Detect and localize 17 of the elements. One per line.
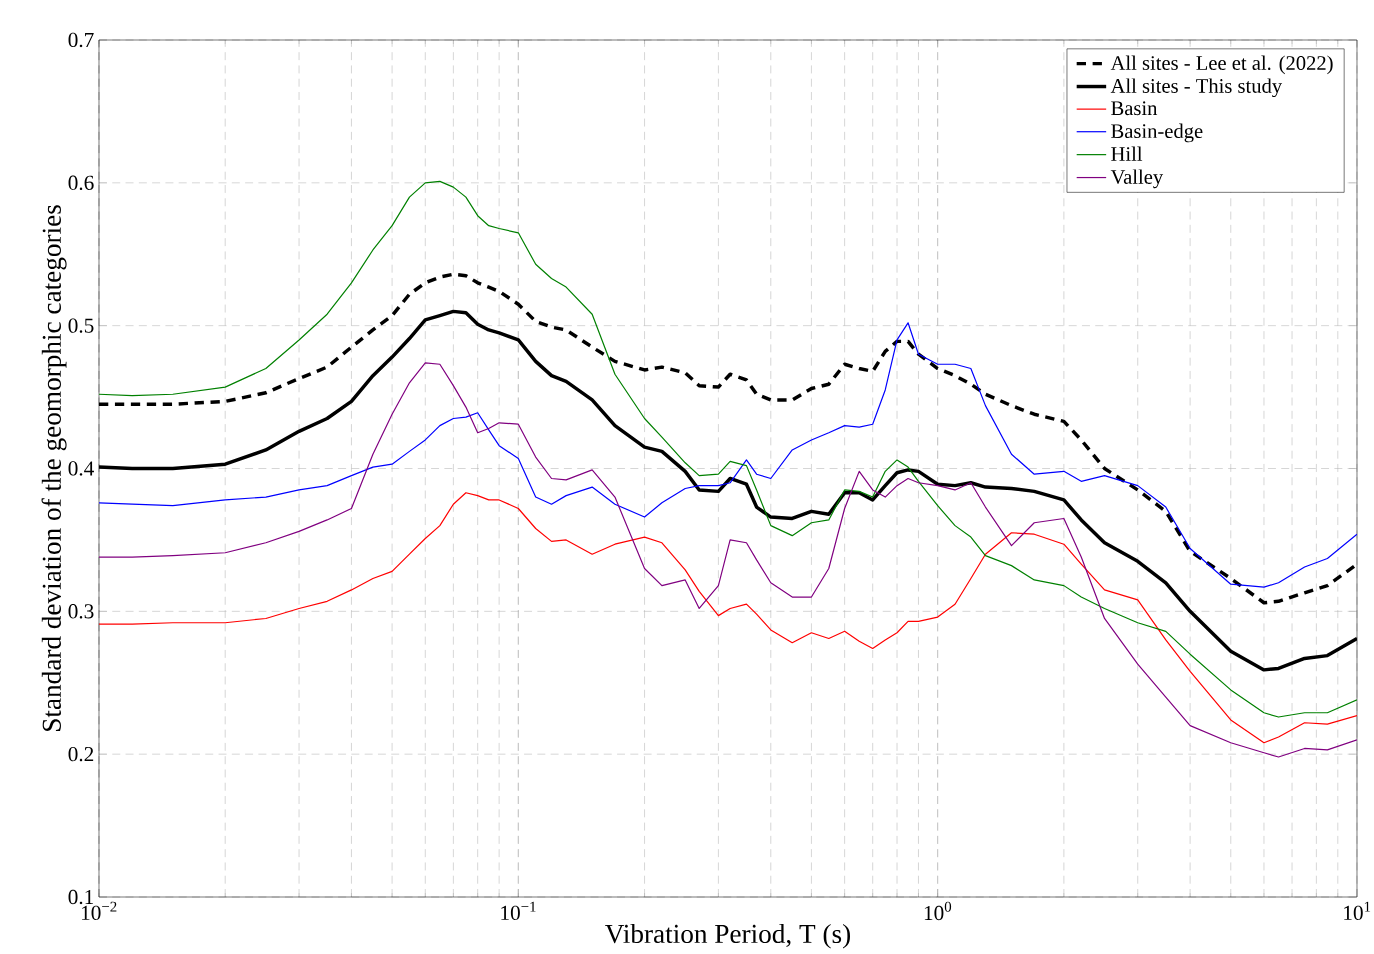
- legend-label: Hill: [1111, 146, 1143, 161]
- y-tick-label: 0.5: [68, 318, 94, 333]
- x-tick-label: 10$^{−1}$: [501, 901, 536, 921]
- legend-label: Basin: [1111, 101, 1158, 116]
- x-axis-title: Vibration Period, T (s): [605, 923, 850, 949]
- y-tick-label: 0.3: [68, 604, 94, 619]
- y-tick-label: 0.7: [68, 32, 94, 48]
- y-tick-label: 0.6: [68, 175, 94, 191]
- y-tick-label: 0.2: [68, 746, 94, 762]
- x-tick-label: 10$^{1}$: [1344, 901, 1371, 921]
- legend-label: All sites - This study: [1110, 78, 1283, 98]
- legend-label: Valley: [1110, 169, 1164, 189]
- legend-label: All sites - Lee et al. (2022): [1110, 55, 1333, 75]
- legend-label: Basin-edge: [1111, 123, 1203, 143]
- y-axis-title: Standard deviation of the geomorphic categories: [41, 205, 67, 731]
- x-tick-label: 10$^{0}$: [924, 901, 952, 921]
- y-tick-label: 0.4: [68, 461, 94, 476]
